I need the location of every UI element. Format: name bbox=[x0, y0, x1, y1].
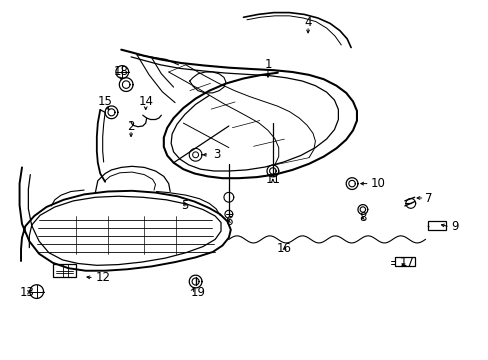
Text: 9: 9 bbox=[450, 220, 457, 233]
Text: 13: 13 bbox=[20, 286, 34, 299]
Text: 1: 1 bbox=[264, 58, 271, 71]
Text: 2: 2 bbox=[127, 120, 135, 132]
Text: 4: 4 bbox=[304, 16, 311, 29]
Text: 6: 6 bbox=[224, 215, 232, 228]
Text: 5: 5 bbox=[181, 199, 188, 212]
FancyBboxPatch shape bbox=[394, 257, 414, 266]
Text: 18: 18 bbox=[114, 65, 128, 78]
Text: 14: 14 bbox=[138, 95, 153, 108]
Text: 11: 11 bbox=[265, 173, 280, 186]
Text: 10: 10 bbox=[370, 177, 385, 190]
Text: 19: 19 bbox=[190, 286, 205, 299]
FancyBboxPatch shape bbox=[427, 221, 446, 230]
Text: 17: 17 bbox=[399, 256, 413, 269]
FancyBboxPatch shape bbox=[53, 264, 76, 277]
Text: 16: 16 bbox=[277, 242, 291, 255]
Text: 12: 12 bbox=[95, 271, 110, 284]
Text: 15: 15 bbox=[98, 95, 112, 108]
Text: 8: 8 bbox=[358, 211, 366, 224]
Text: 3: 3 bbox=[212, 148, 220, 161]
Text: 7: 7 bbox=[425, 192, 432, 204]
